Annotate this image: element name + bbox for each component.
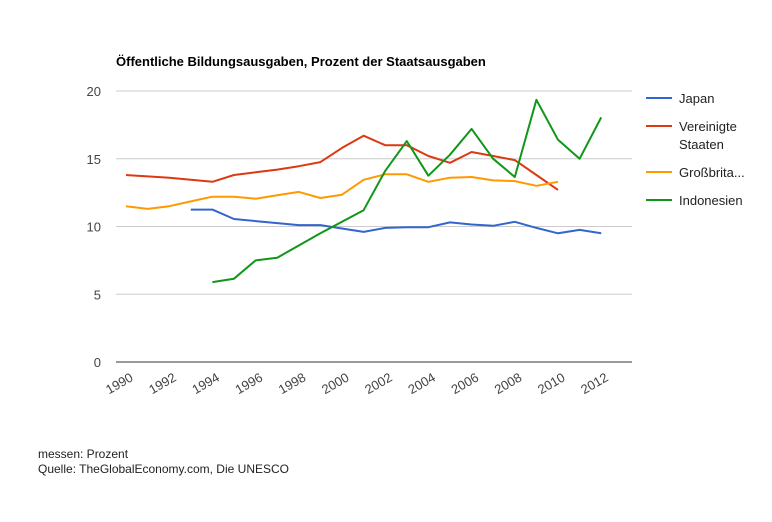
- unit-note: messen: Prozent: [38, 447, 129, 461]
- x-tick-label: 2000: [319, 370, 352, 397]
- x-tick-label: 1990: [103, 370, 136, 397]
- legend-label: Japan: [679, 91, 714, 106]
- x-tick-label: 1996: [233, 370, 266, 397]
- y-tick-label: 10: [87, 220, 101, 235]
- x-tick-label: 2006: [449, 370, 482, 397]
- x-tick-label: 1992: [146, 370, 179, 397]
- legend-label: Staaten: [679, 137, 724, 152]
- chart-title: Öffentliche Bildungsausgaben, Prozent de…: [116, 54, 486, 69]
- x-tick-label: 2010: [535, 370, 568, 397]
- series-line-gro-brita-: [125, 173, 559, 210]
- y-tick-label: 15: [87, 152, 101, 167]
- y-tick-label: 5: [94, 287, 101, 302]
- legend-label: Vereinigte: [679, 119, 737, 134]
- legend-label: Indonesien: [679, 193, 743, 208]
- legend-label: Großbrita...: [679, 165, 745, 180]
- x-tick-label: 2012: [578, 370, 611, 397]
- series-line-vereinigte-staaten: [125, 134, 559, 191]
- x-tick-label: 1998: [276, 370, 309, 397]
- y-tick-label: 0: [94, 355, 101, 370]
- source-note: Quelle: TheGlobalEconomy.com, Die UNESCO: [38, 462, 289, 476]
- x-tick-label: 2002: [362, 370, 395, 397]
- y-tick-label: 20: [87, 84, 101, 99]
- x-tick-label: 2004: [405, 370, 438, 397]
- x-tick-label: 2008: [492, 370, 525, 397]
- series-line-indonesien: [212, 98, 603, 284]
- series-line-japan: [190, 208, 602, 235]
- x-tick-label: 1994: [189, 370, 222, 397]
